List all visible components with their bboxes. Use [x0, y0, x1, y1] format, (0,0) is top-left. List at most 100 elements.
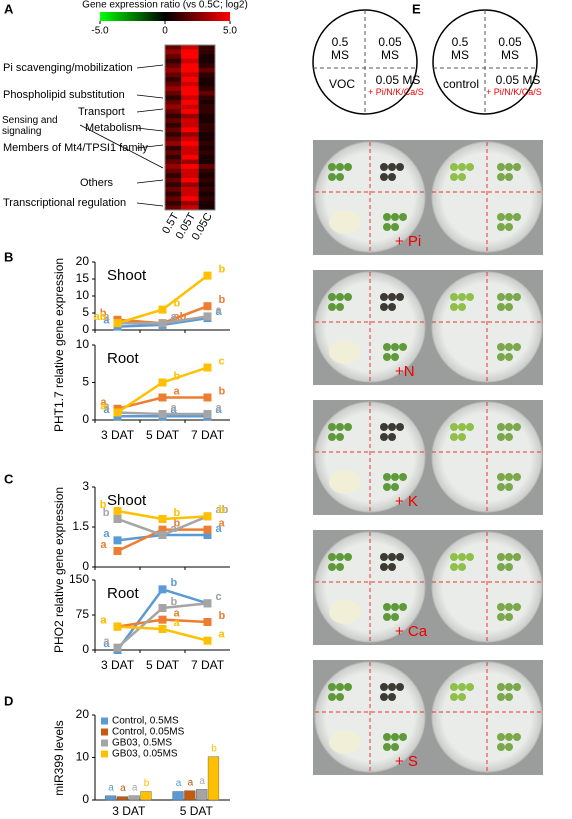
legend-swatch: [101, 728, 108, 736]
row-group-label: Transport: [78, 106, 125, 118]
point-label: a: [100, 615, 107, 627]
heatmap-cell: [198, 136, 215, 142]
marker: [158, 531, 167, 539]
marker: [113, 547, 122, 555]
heatmap-cell: [165, 90, 182, 96]
heatmap-cell: [198, 177, 215, 183]
heatmap-cell: [198, 95, 215, 101]
point-label: c: [219, 355, 225, 367]
seedling: [380, 433, 388, 441]
diagram-text: 0.05 MS: [498, 35, 522, 62]
heatmap-cell: [198, 63, 215, 69]
heatmap-cell: [165, 200, 182, 206]
heatmap-cell: [165, 54, 182, 60]
panel-label: B: [4, 249, 13, 264]
colorbar-tick-label: 5.0: [223, 26, 237, 37]
heatmap-cell: [198, 54, 215, 60]
seedling: [383, 473, 391, 481]
seedling: [497, 743, 505, 751]
diagram-addition: + Pi/N/K/Ca/S: [368, 87, 424, 97]
y-tick-label: 20: [76, 707, 90, 721]
seedling: [458, 683, 466, 691]
bar-label: b: [144, 778, 150, 789]
point-label: a: [216, 404, 223, 416]
heatmap-cell: [165, 95, 182, 101]
heatmap-cell: [198, 150, 215, 156]
point-label: a: [103, 315, 110, 327]
heatmap-cell: [181, 187, 199, 192]
heatmap-cell: [165, 205, 182, 211]
heatmap-cell: [198, 164, 215, 170]
point-label: a: [174, 385, 181, 397]
point-label: a: [171, 404, 178, 416]
seedling: [336, 293, 344, 301]
seedling: [505, 293, 513, 301]
heatmap-cell: [198, 58, 215, 64]
marker: [158, 525, 167, 534]
bar: [128, 795, 140, 801]
seedling: [380, 303, 388, 311]
marker: [113, 408, 122, 417]
seedling: [328, 423, 336, 431]
seedling: [388, 563, 396, 571]
heatmap-cell: [181, 72, 199, 78]
heatmap-cell: [165, 182, 182, 188]
heatmap-cell: [165, 113, 182, 119]
seedling: [328, 173, 336, 181]
y-tick-label: 5: [82, 305, 89, 319]
heatmap-cell: [181, 77, 199, 82]
marker: [203, 312, 212, 321]
y-axis-label: miR399 levels: [52, 720, 66, 795]
group-bracket: [136, 202, 164, 207]
seedling: [497, 303, 505, 311]
seedling: [391, 743, 399, 751]
bar: [172, 791, 184, 801]
x-tick-label: 5 DAT: [146, 658, 180, 672]
diagram-addition: + Pi/N/K/Ca/S: [486, 87, 542, 97]
marker: [113, 622, 122, 631]
heatmap-cell: [198, 155, 215, 160]
point-label: a: [103, 528, 110, 540]
seedling: [505, 613, 513, 621]
colorbar-tick-label: -5.0: [91, 26, 109, 37]
heatmap-cell: [198, 196, 215, 202]
seedling: [391, 223, 399, 231]
seedling: [497, 563, 505, 571]
legend-label: Control, 0.05MS: [112, 727, 185, 738]
group-bracket: [79, 124, 164, 169]
bar: [104, 795, 117, 801]
seedling: [391, 343, 399, 351]
seedling: [505, 213, 513, 221]
marker: [203, 363, 212, 372]
voc-colony: [329, 210, 361, 234]
panel-label: E: [412, 1, 421, 16]
heatmap-frame: [164, 44, 216, 211]
seedling: [328, 433, 336, 441]
diagram-text: 0.05 MS: [495, 73, 541, 87]
legend-label: Control, 0.5MS: [112, 716, 179, 727]
seedling: [497, 613, 505, 621]
seedling: [380, 563, 388, 571]
seedling: [450, 173, 458, 181]
seedling: [399, 473, 407, 481]
seedling: [383, 343, 391, 351]
marker: [113, 319, 122, 328]
heatmap-cell: [181, 191, 199, 197]
seedling: [497, 293, 505, 301]
heatmap-cell: [165, 168, 182, 174]
y-axis-label: PHT1.7 relative gene expression: [52, 258, 66, 432]
plate-label: + K: [395, 493, 418, 510]
y-tick-label: 5: [82, 375, 89, 389]
x-tick-label: 3 DAT: [101, 428, 135, 442]
bar: [140, 791, 152, 801]
marker: [203, 525, 212, 534]
marker: [203, 410, 212, 418]
row-group-label: Members of Mt4/TPSI1 family: [3, 142, 148, 154]
seedling: [399, 603, 407, 611]
seedling: [383, 353, 391, 361]
heatmap-cell: [198, 113, 215, 119]
marker: [158, 515, 167, 523]
seedling: [391, 613, 399, 621]
seedling: [399, 213, 407, 221]
seedling: [344, 423, 352, 431]
